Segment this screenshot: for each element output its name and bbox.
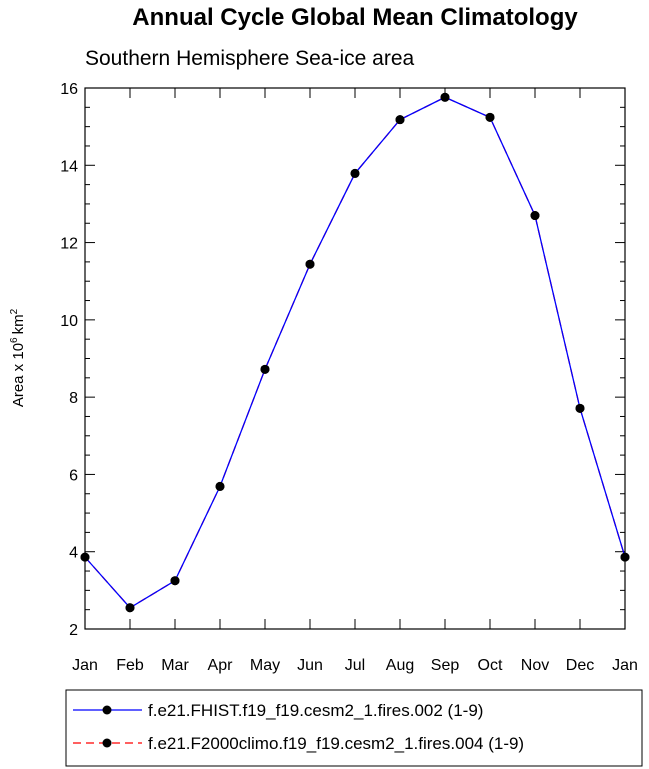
legend-item: f.e21.FHIST.f19_f19.cesm2_1.fires.002 (1… — [73, 701, 483, 720]
x-tick-label: Dec — [566, 657, 594, 674]
data-point — [170, 576, 180, 586]
x-tick-label: May — [250, 657, 280, 674]
chart-title: Annual Cycle Global Mean Climatology — [132, 4, 578, 31]
x-tick-label: Aug — [386, 657, 414, 674]
x-tick-label: Oct — [478, 657, 503, 674]
y-axis-label-exponent: 6 — [9, 337, 20, 343]
legend-label-0: f.e21.FHIST.f19_f19.cesm2_1.fires.002 (1… — [148, 701, 483, 720]
y-axis-label-unit-exponent: 2 — [9, 308, 20, 314]
chart-subtitle: Southern Hemisphere Sea-ice area — [85, 47, 415, 70]
data-point — [440, 92, 450, 102]
x-tick-labels: Jan Feb Mar Apr May Jun Jul Aug Sep Oct Nov Dec Jan — [72, 657, 638, 674]
data-point — [350, 168, 360, 178]
y-axis-label-text: Area x 10 — [10, 343, 27, 407]
data-point — [395, 115, 405, 125]
x-tick-label: Nov — [521, 657, 549, 674]
x-tick-label: Jan — [612, 657, 638, 674]
legend-box — [65, 689, 643, 767]
data-point — [485, 112, 495, 122]
legend-label-1: f.e21.F2000climo.f19_f19.cesm2_1.fires.0… — [148, 734, 524, 753]
y-axis-label-unit: km — [10, 314, 27, 334]
x-tick-label: Sep — [431, 657, 460, 674]
y-tick-label: 4 — [69, 545, 78, 562]
y-tick-label: 16 — [60, 81, 78, 98]
series-layer — [80, 92, 630, 613]
x-tick-label: Jan — [72, 657, 98, 674]
plot-area: 2 4 6 8 10 12 14 16 Jan Feb Mar Apr May Jun Jul Aug Sep… — [60, 81, 638, 674]
y-tick-label: 2 — [69, 622, 78, 639]
data-point — [305, 259, 315, 269]
y-tick-label: 14 — [60, 158, 78, 175]
data-point — [215, 481, 225, 491]
legend: f.e21.FHIST.f19_f19.cesm2_1.fires.002 (1… — [65, 689, 643, 767]
y-tick-label: 12 — [60, 236, 78, 253]
y-tick-label: 10 — [60, 313, 78, 330]
y-tick-labels: 2 4 6 8 10 12 14 16 — [60, 81, 78, 639]
data-point — [125, 603, 135, 613]
y-tick-label: 8 — [69, 390, 78, 407]
legend-marker-1 — [102, 738, 112, 748]
x-tick-label: Jun — [297, 657, 323, 674]
y-tick-label: 6 — [69, 467, 78, 484]
x-tick-label: Apr — [208, 657, 234, 674]
x-tick-label: Mar — [161, 657, 189, 674]
data-point — [530, 211, 540, 221]
data-point — [620, 552, 630, 562]
x-tick-label: Jul — [345, 657, 365, 674]
y-axis-label: Area x 106 km2 — [9, 308, 27, 407]
data-point — [80, 552, 90, 562]
data-point — [575, 403, 585, 413]
legend-marker-0 — [102, 705, 112, 715]
axis-ticks — [84, 87, 626, 630]
legend-item: f.e21.F2000climo.f19_f19.cesm2_1.fires.0… — [73, 734, 524, 753]
data-point — [260, 364, 270, 374]
x-tick-label: Feb — [116, 657, 144, 674]
